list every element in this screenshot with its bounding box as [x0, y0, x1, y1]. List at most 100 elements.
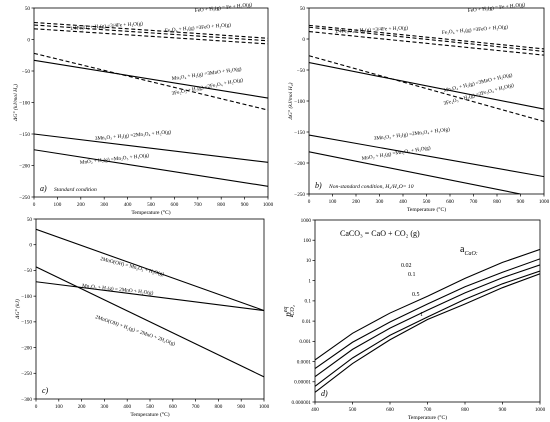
series-line-2: [309, 31, 544, 56]
series-line-3: [34, 59, 268, 99]
x-tick-label: 100: [329, 199, 337, 205]
x-tick-label: 700: [194, 202, 202, 208]
series-label: 1/4Fe₃O₄ + H₂(g) =3/4Fe + H₂O(g): [335, 24, 409, 35]
y-tick-label: 50: [25, 6, 31, 12]
series-line-0: [34, 21, 268, 39]
y-tick-label: 1000: [301, 218, 312, 224]
panel-label: b): [315, 181, 322, 190]
legend-title-sub: CaO:: [464, 251, 477, 257]
series-line-1: [309, 26, 544, 52]
series-label: 2MnO(OH) = Mn₂O₃ + H₂O(g): [100, 255, 165, 278]
y-tick-label: −100: [19, 100, 30, 106]
x-tick-label: 800: [461, 407, 469, 413]
series-label: MnO₂ + H₂(g) =Mn₂O₃ + H₂O(g): [361, 144, 431, 162]
series-line-1: [34, 24, 268, 42]
series-line-5: [34, 133, 268, 163]
y-tick-label: −200: [294, 161, 305, 167]
x-axis-label: Temperature (°C): [407, 206, 446, 213]
x-tick-label: 600: [386, 407, 394, 413]
series-label: 1: [420, 312, 423, 318]
series-line-1: [315, 258, 540, 370]
x-tick-label: 700: [192, 404, 200, 410]
series-label: 0.02: [401, 263, 412, 269]
y-tick-label: −300: [21, 397, 32, 403]
x-tick-label: 900: [237, 404, 245, 410]
series-group: [34, 21, 268, 187]
series-label: 3Mn₂O₃ + H₂(g) =2Mn₃O₄ + H₂O(g): [373, 126, 450, 142]
series-line-4: [34, 52, 268, 111]
y-tick-label: 0: [29, 243, 32, 249]
series-line-4: [309, 55, 544, 122]
chart-equation: CaCO₃ = CaO + CO₂ (g): [340, 229, 420, 238]
y-tick-label: 50: [300, 6, 306, 12]
y-tick-label: −200: [21, 345, 32, 351]
y-axis-label: ΔG° (kJ): [14, 299, 21, 320]
series-line-0: [309, 24, 544, 50]
series-line-6: [309, 151, 521, 194]
series-line-0: [315, 248, 540, 361]
plot-area-frame: [308, 7, 545, 195]
series-line-6: [34, 149, 268, 187]
y-tick-label: 10: [306, 258, 312, 264]
x-tick-label: 1000: [263, 202, 274, 208]
y-tick-label: −150: [21, 320, 32, 326]
x-tick-label: 400: [311, 407, 319, 413]
series-label: 3Mn₂O₃ + H₂(g) =2Mn₃O₄ + H₂O(g): [95, 128, 172, 142]
y-tick-label: −100: [21, 294, 32, 300]
x-axis-label: Temperature (°C): [130, 411, 169, 418]
y-axis-label-sub: CO₂: [290, 305, 296, 315]
series-line-2: [36, 266, 264, 378]
series-group: [36, 228, 264, 378]
series-label: 0.5: [412, 292, 420, 298]
series-line-4: [315, 273, 540, 393]
panel-label: a): [40, 184, 47, 193]
y-tick-label: −50: [24, 268, 33, 274]
x-tick-label: 700: [470, 199, 478, 205]
y-tick-label: −200: [19, 163, 30, 169]
x-tick-label: 500: [146, 404, 154, 410]
x-tick-label: 1000: [539, 199, 550, 205]
chart-panel-d: 400 500 600 700 800 900 1000 Temperature (°C) 0.…: [283, 218, 546, 421]
y-tick-label: −250: [294, 192, 305, 198]
y-tick-label: 0.0001: [297, 359, 312, 365]
x-tick-label: 200: [78, 404, 86, 410]
y-axis-label: peqCO₂: [283, 305, 296, 318]
y-axis-label: ΔG° (kJ/mol H₂): [287, 82, 294, 120]
x-tick-label: 1000: [259, 404, 270, 410]
x-tick-label: 600: [169, 404, 177, 410]
panel-condition-text: Non-standard condition, H₂/H₂O= 10: [328, 184, 414, 190]
y-axis-label-main: p: [283, 312, 293, 318]
x-tick-label: 600: [171, 202, 179, 208]
series-group: [309, 24, 544, 194]
x-tick-label: 800: [493, 199, 501, 205]
series-group: [315, 248, 540, 393]
y-tick-label: 100: [303, 238, 311, 244]
x-axis-label: Temperature (°C): [131, 209, 170, 216]
y-tick-label: 0.01: [302, 319, 311, 325]
y-tick-label: −100: [294, 99, 305, 105]
x-tick-label: 900: [241, 202, 249, 208]
x-tick-label: 1000: [535, 407, 546, 413]
panel-condition-text: Standard condition: [54, 187, 97, 193]
y-tick-label: −150: [294, 130, 305, 136]
x-tick-label: 900: [517, 199, 525, 205]
y-tick-label: 0.1: [305, 299, 312, 305]
y-tick-label: 0.001: [299, 339, 311, 345]
x-tick-label: 200: [77, 202, 85, 208]
chart-panel-a: 0 100 200 300 400 500 600 700 800 900 1000Temperat…: [12, 1, 274, 216]
x-tick-label: 900: [499, 407, 507, 413]
series-line-2: [315, 264, 540, 378]
x-tick-label: 600: [446, 199, 454, 205]
series-label: MnO₂ + H₂(g) =Mn₂O₃ + H₂O(g): [79, 152, 149, 166]
x-tick-label: 700: [424, 407, 432, 413]
legend-title: aCaO:: [460, 244, 478, 257]
panel-label: d): [321, 389, 328, 398]
y-tick-label: 0.000001: [292, 400, 312, 406]
chart-panel-b: 0 100 200 300 400 500 600 700 800 900 1000Temperat…: [287, 1, 550, 213]
series-line-3: [315, 270, 540, 387]
y-tick-label: −50: [297, 68, 306, 74]
y-axis-label-sup: eq: [283, 307, 289, 313]
panel-label: c): [42, 386, 49, 395]
series-label: 0.1: [408, 272, 416, 278]
